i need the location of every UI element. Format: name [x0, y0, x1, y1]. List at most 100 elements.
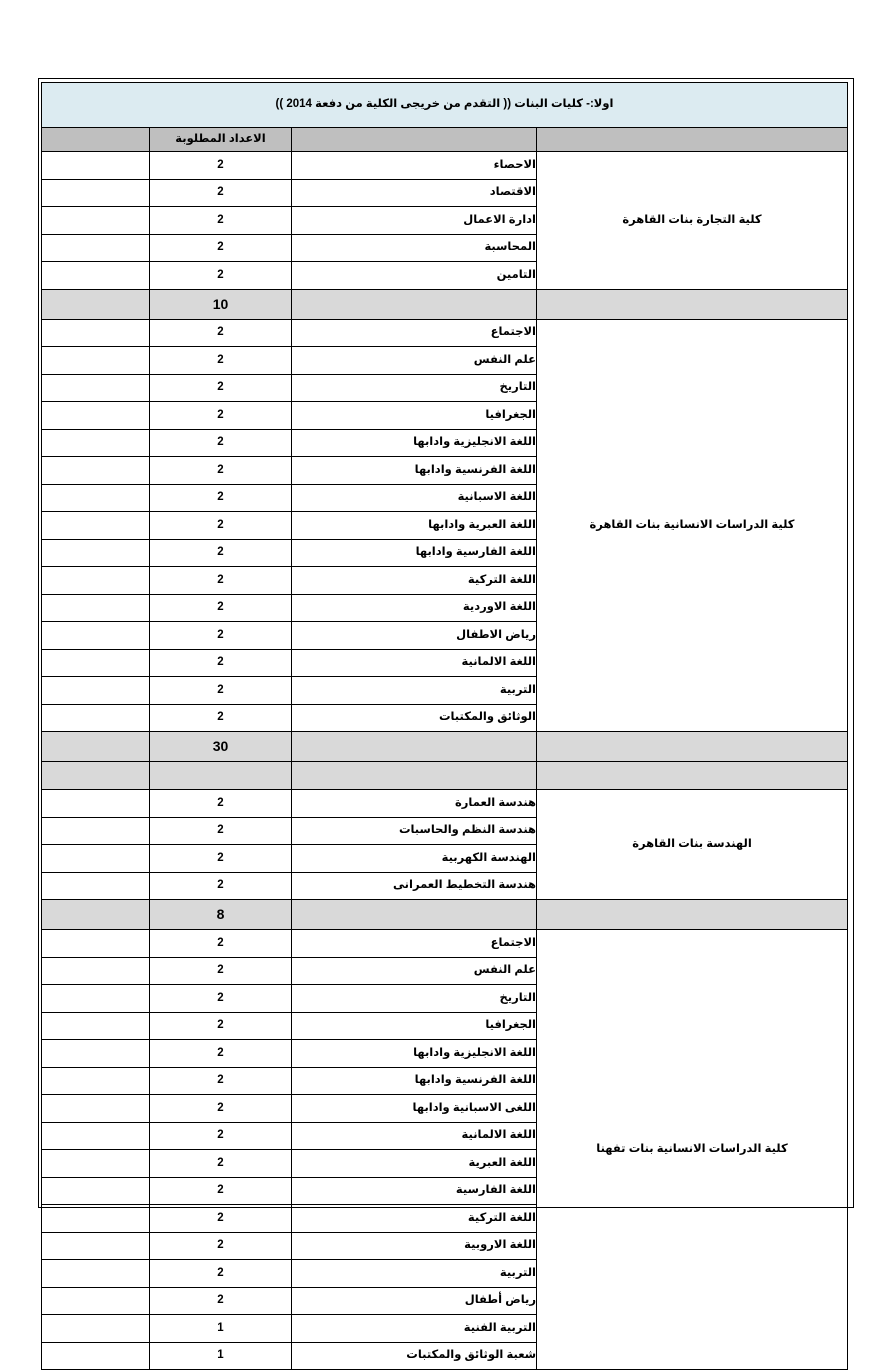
- department-name-cell: هندسة العمارة: [291, 789, 537, 818]
- department-name-cell: التاريخ: [291, 373, 537, 402]
- blank-cell: [40, 1176, 151, 1205]
- department-name-cell: الجغرافيا: [291, 1011, 537, 1040]
- department-name-cell: اللغى الاسبانية وادابها: [291, 1094, 537, 1123]
- table-row: هندسة التخطيط العمرانى 2: [40, 871, 847, 900]
- required-count-cell: 2: [149, 1121, 292, 1150]
- blank-cell: [40, 648, 151, 677]
- required-count-cell: 2: [149, 151, 292, 180]
- spacer-cell: [291, 761, 537, 790]
- department-name-cell: رياض الاطفال: [291, 621, 537, 650]
- blank-cell: [40, 621, 151, 650]
- table-row: الوثائق والمكتبات 2: [40, 703, 847, 732]
- blank-cell: [40, 346, 151, 375]
- table-row: الجغرافيا 2: [40, 1011, 847, 1040]
- required-count-cell: 2: [149, 871, 292, 900]
- table-row: الجغرافيا 2: [40, 401, 847, 430]
- subtotal-blank-cell: [40, 899, 151, 930]
- table-row: ادارة الاعمال 2: [40, 206, 847, 235]
- department-name-cell: ادارة الاعمال: [291, 206, 537, 235]
- required-count-cell: 2: [149, 956, 292, 985]
- department-name-cell: علم النفس: [291, 346, 537, 375]
- department-name-cell: الهندسة الكهربية: [291, 844, 537, 873]
- required-count-cell: 2: [149, 648, 292, 677]
- blank-cell: [40, 1039, 151, 1068]
- table-row: كلية التجارة بنات القاهرة الاحصاء 2: [40, 151, 848, 290]
- table-row: اللغة العبرية وادابها 2: [40, 511, 847, 540]
- table-row: اللغة الالمانية 2: [40, 648, 847, 677]
- subtotal-faculty-cell: [536, 731, 848, 762]
- subtotal-department-cell: [291, 288, 537, 320]
- required-count-cell: 2: [149, 1204, 292, 1233]
- table-row: كلية الدراسات الانسانية بنات القاهرة الاج…: [40, 318, 848, 732]
- required-count-cell: 2: [149, 1259, 292, 1288]
- required-count-cell: 2: [149, 511, 292, 540]
- subtotal-faculty-cell: [536, 899, 848, 930]
- required-count-cell: 2: [149, 538, 292, 567]
- department-name-cell: المحاسبة: [291, 233, 537, 262]
- required-count-cell: 2: [149, 233, 292, 262]
- document-page: اولا:- كليات البنات (( التقدم من خريجى ا…: [38, 78, 854, 1370]
- department-name-cell: اللغة الالمانية: [291, 1121, 537, 1150]
- blank-cell: [40, 566, 151, 595]
- blank-cell: [40, 151, 151, 180]
- blank-cell: [40, 1011, 151, 1040]
- department-name-cell: رياض أطفال: [291, 1286, 537, 1315]
- required-count-cell: 2: [149, 456, 292, 485]
- table-row: اللغة العبرية 2: [40, 1149, 847, 1178]
- table-body: اولا:- كليات البنات (( التقدم من خريجى ا…: [40, 82, 849, 1370]
- subtotal-blank-cell: [40, 288, 151, 320]
- blank-cell: [40, 1149, 151, 1178]
- required-count-cell: 2: [149, 318, 292, 347]
- required-count-cell: 2: [149, 178, 292, 207]
- department-name-cell: الاقتصاد: [291, 178, 537, 207]
- table-row: علم النفس 2: [40, 956, 847, 985]
- blank-cell: [40, 428, 151, 457]
- department-name-cell: التربية الفنية: [291, 1314, 537, 1343]
- table-row: اللغة الفارسية 2: [40, 1176, 847, 1205]
- subtotal-department-cell: [291, 899, 537, 930]
- subtotal-faculty-cell: [536, 288, 848, 320]
- blank-cell: [40, 373, 151, 402]
- blank-cell: [40, 956, 151, 985]
- blank-cell: [40, 1204, 151, 1233]
- department-name-cell: اللغة الاروبية: [291, 1231, 537, 1260]
- spacer-cell: [536, 761, 848, 790]
- required-count-cell: 2: [149, 428, 292, 457]
- table-row: التامين 2: [40, 261, 847, 290]
- required-count-cell: 2: [149, 984, 292, 1013]
- blank-cell: [40, 1121, 151, 1150]
- table-row: اللغة الفرنسية وادابها 2: [40, 456, 847, 485]
- faculty-name-cell: الهندسة بنات القاهرة: [536, 789, 848, 900]
- blank-cell: [40, 871, 151, 900]
- department-name-cell: هندسة النظم والحاسبات: [291, 816, 537, 845]
- required-count-cell: 2: [149, 1039, 292, 1068]
- department-name-cell: اللغة الفرنسية وادابها: [291, 456, 537, 485]
- blank-cell: [40, 318, 151, 347]
- blank-cell: [40, 1066, 151, 1095]
- department-name-cell: هندسة التخطيط العمرانى: [291, 871, 537, 900]
- blank-cell: [40, 1231, 151, 1260]
- subtotal-blank-cell: [40, 731, 151, 762]
- table-row: كلية الدراسات الانسانية بنات تفهنا الاجتم…: [40, 929, 848, 1370]
- department-name-cell: الجغرافيا: [291, 401, 537, 430]
- header-blank: [40, 127, 151, 152]
- blank-cell: [40, 206, 151, 235]
- blank-cell: [40, 1314, 151, 1343]
- table-row: اللغة الانجليزية وادابها 2: [40, 1039, 847, 1068]
- department-name-cell: اللغة الالمانية: [291, 648, 537, 677]
- required-count-cell: 1: [149, 1341, 292, 1370]
- blank-cell: [40, 511, 151, 540]
- required-count-cell: 2: [149, 1231, 292, 1260]
- subtotal-row: 30: [40, 731, 848, 762]
- blank-cell: [40, 1259, 151, 1288]
- subtotal-row: 8: [40, 899, 848, 930]
- blank-cell: [40, 844, 151, 873]
- department-name-cell: التاريخ: [291, 984, 537, 1013]
- blank-cell: [40, 593, 151, 622]
- department-name-cell: الاحصاء: [291, 151, 537, 180]
- department-name-cell: علم النفس: [291, 956, 537, 985]
- faculty-name-cell: كلية الدراسات الانسانية بنات تفهنا: [536, 929, 848, 1370]
- blank-cell: [40, 538, 151, 567]
- required-count-cell: 2: [149, 621, 292, 650]
- table-title: اولا:- كليات البنات (( التقدم من خريجى ا…: [40, 82, 849, 128]
